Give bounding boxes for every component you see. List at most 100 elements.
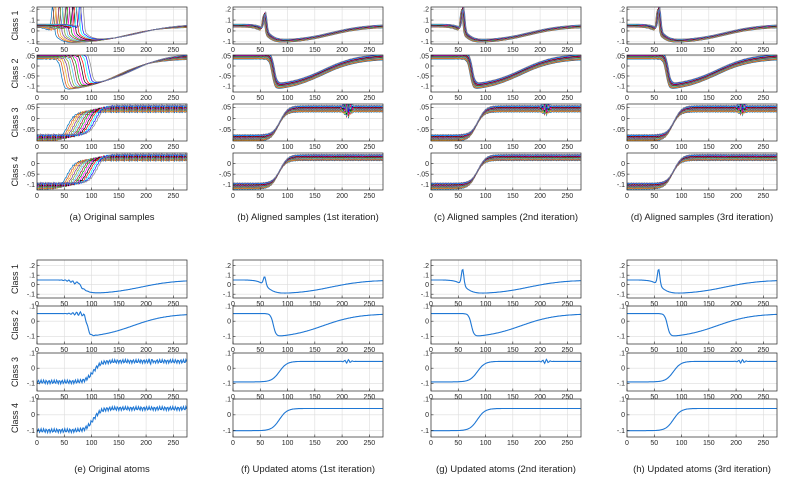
series-group [233,11,383,43]
series-group [233,313,383,337]
y-tick-label: 0 [425,282,429,289]
sample-series-line [233,158,383,189]
y-tick-label: 0 [425,366,429,373]
y-tick-label: 0 [621,161,625,168]
x-tick-label: 0 [35,440,39,447]
x-tick-label: 100 [480,440,492,447]
row-label: Class 2 [10,58,20,88]
plot-area [233,353,383,391]
x-tick-label: 200 [730,47,742,54]
y-tick-label: -.1 [617,182,625,189]
y-tick-label: .1 [423,303,429,310]
x-tick-label: 50 [60,95,68,102]
series-group [627,55,777,89]
x-tick-label: 100 [676,144,688,151]
y-tick-label: -.05 [613,171,625,178]
samples-panel-r1-c4: -.10.1.20 50 100 150 200 250 [617,6,778,54]
x-tick-label: 50 [454,301,462,308]
plot-area [627,399,777,437]
x-tick-label: 250 [562,144,574,151]
sample-series-line [431,104,581,140]
series-group [627,407,777,432]
sample-series-line [233,104,383,140]
sample-series-line [233,104,383,141]
y-tick-label: 0 [621,116,625,123]
samples-panel-r2-c1: -.1 -.05 0 .05 0 50 100 150 200 250 Class 2 [10,53,188,102]
x-tick-label: 50 [454,394,462,401]
sample-series-line [627,56,777,87]
x-tick-label: 0 [429,193,433,200]
x-tick-label: 50 [256,440,264,447]
x-tick-label: 0 [625,440,629,447]
x-tick-label: 0 [429,95,433,102]
axis-box [36,259,188,299]
x-tick-label: 100 [282,95,294,102]
samples-panel-r4-c4: -.1 -.05 0 0 50 100 150 200 250 [613,152,778,200]
samples-panel-r4-c3: -.1 -.05 0 0 50 100 150 200 250 [417,152,582,200]
y-tick-label: 0 [31,161,35,168]
x-tick-label: 150 [309,394,321,401]
y-tick-label: 0 [31,63,35,70]
x-tick-label: 250 [364,301,376,308]
y-tick-label: 0 [227,116,231,123]
y-tick-label: .05 [221,105,231,112]
y-tick-label: 0 [31,282,35,289]
x-tick-label: 250 [168,193,180,200]
y-tick-label: 0 [31,412,35,419]
series-group [37,310,187,337]
axis-box [232,259,384,299]
x-tick-label: 100 [480,394,492,401]
x-tick-label: 100 [86,301,98,308]
x-tick-label: 150 [113,47,125,54]
sample-series-line [627,153,777,184]
sample-series-line [431,158,581,189]
sample-series-line [431,106,581,141]
series-group [627,313,777,337]
y-tick-label: .1 [29,396,35,403]
series-group [431,7,581,43]
row-label: Class 2 [10,310,20,340]
atoms-panel-r1-c4: -.10.1.20 50 100 150 200 250 [617,259,778,308]
sample-series-line [664,55,773,83]
sample-series-line [431,104,581,138]
x-tick-label: 100 [676,95,688,102]
atoms-panel-r2-c2: -.10.10 50 100 150 200 250 [223,303,384,354]
x-tick-label: 100 [480,347,492,354]
x-tick-label: 150 [113,301,125,308]
y-tick-label: 0 [227,319,231,326]
x-tick-label: 200 [336,144,348,151]
x-tick-label: 100 [282,47,294,54]
panel-caption: (a) Original samples [70,212,155,223]
x-tick-label: 150 [703,347,715,354]
y-tick-label: -.1 [27,182,35,189]
x-tick-label: 50 [256,394,264,401]
y-tick-label: -.1 [421,428,429,435]
sample-series-line [431,154,581,185]
sample-series-line [431,157,581,188]
series-group [37,153,187,190]
sample-series-line [431,55,581,85]
axis-box [232,398,384,438]
x-tick-label: 100 [676,47,688,54]
sample-series-line [431,57,581,88]
x-tick-label: 100 [480,144,492,151]
x-tick-label: 0 [429,347,433,354]
x-tick-label: 200 [140,347,152,354]
x-tick-label: 50 [256,47,264,54]
y-tick-label: .1 [225,17,231,24]
y-tick-label: -.1 [223,182,231,189]
x-tick-label: 200 [534,394,546,401]
x-tick-label: 150 [309,347,321,354]
axis-box [232,6,384,45]
sample-series-line [627,57,777,88]
x-tick-label: 150 [507,347,519,354]
x-tick-label: 150 [113,394,125,401]
x-tick-label: 50 [256,193,264,200]
y-tick-label: -.05 [219,127,231,134]
sample-series-line [233,55,383,86]
y-tick-label: 0 [31,319,35,326]
x-tick-label: 200 [730,144,742,151]
series-group [431,407,581,432]
